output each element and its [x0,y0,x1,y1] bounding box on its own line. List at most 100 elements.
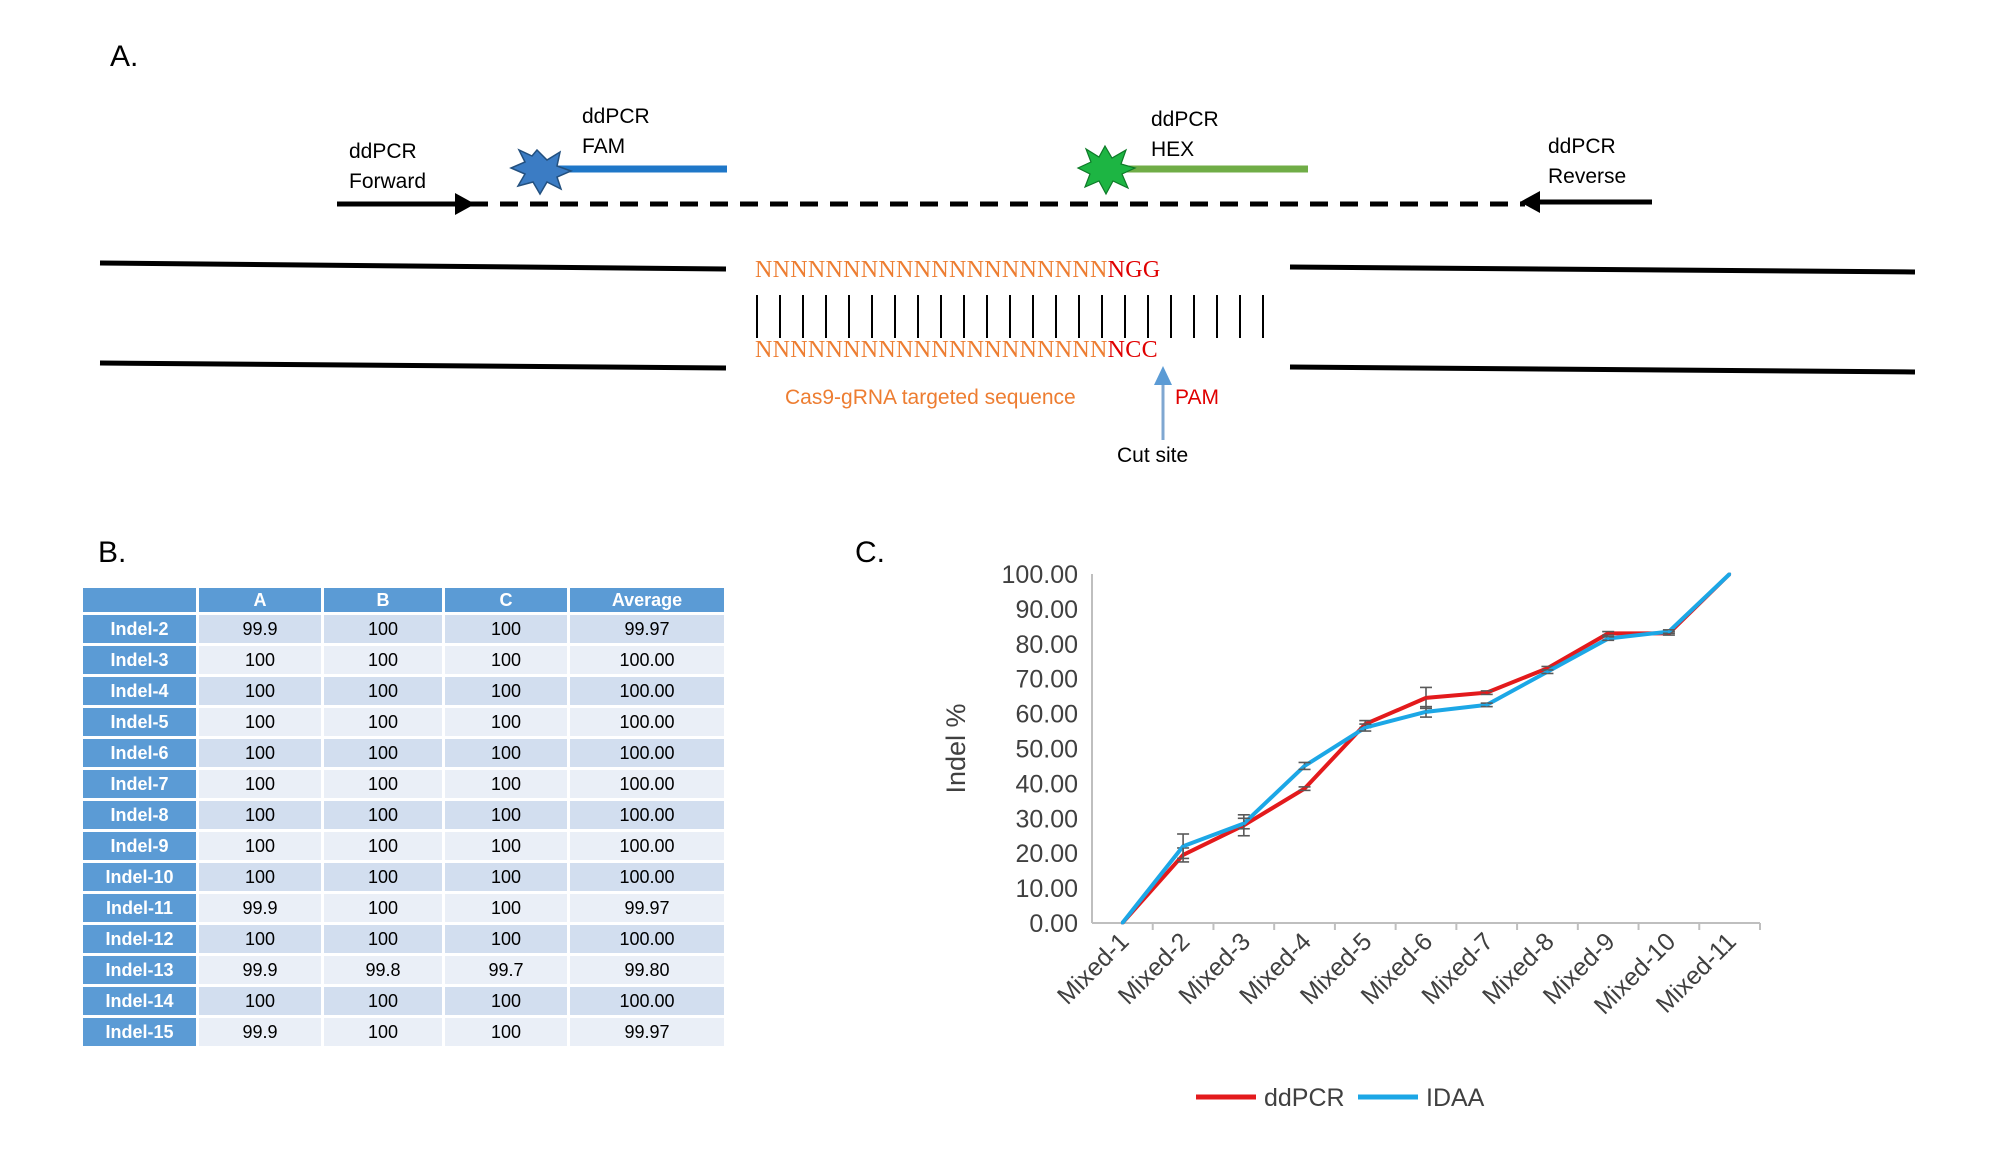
bottom-strand-pam: NCC [1107,337,1158,363]
table-cell: 100 [199,801,321,829]
data-point [1728,572,1732,576]
table-cell: 100 [324,832,442,860]
hex-fluorophore-icon [1076,144,1137,196]
data-point [1303,787,1307,791]
row-label: Indel-3 [83,646,196,674]
panel-label-b: B. [98,536,127,569]
table-cell: 99.9 [199,1018,321,1046]
table-cell: 100 [324,677,442,705]
forward-arrowhead [455,193,475,215]
table-cell: 99.9 [199,615,321,643]
row-label: Indel-8 [83,801,196,829]
table-cell: 100 [445,863,567,891]
table-cell: 100.00 [570,677,724,705]
table-cell: 99.97 [570,1018,724,1046]
table-cell: 100 [324,770,442,798]
data-point [1363,726,1367,730]
data-point [1120,921,1124,925]
y-tick-label: 0.00 [1029,910,1078,938]
dna-bottom-strand-right [1289,364,1916,375]
y-tick-label: 40.00 [1015,770,1078,798]
row-label: Indel-11 [83,894,196,922]
table-row: Indel-13 99.9 99.8 99.7 99.80 [83,956,724,984]
series-line-ddpcr [1120,572,1732,925]
y-tick-label: 60.00 [1015,701,1078,729]
table-cell: 99.9 [199,894,321,922]
table-cell: 100.00 [570,925,724,953]
table-cell: 100 [445,894,567,922]
table-cell: 100 [199,646,321,674]
data-point [1424,696,1428,700]
table-header-cell: A [199,588,321,612]
table-cell: 100.00 [570,708,724,736]
table-cell: 99.97 [570,894,724,922]
row-label: Indel-13 [83,956,196,984]
table-row: Indel-11 99.9 100 100 99.97 [83,894,724,922]
panel-label-a: A. [110,40,139,73]
table-row: Indel-10 100 100 100 100.00 [83,863,724,891]
row-label: Indel-4 [83,677,196,705]
panel-label-c: C. [855,536,885,569]
data-point [1424,710,1428,714]
table-cell: 99.8 [324,956,442,984]
table-cell: 100 [199,863,321,891]
table-cell: 100 [324,925,442,953]
table-cell: 100 [324,801,442,829]
table-row: Indel-4 100 100 100 100.00 [83,677,724,705]
table-row: Indel-12 100 100 100 100.00 [83,925,724,953]
data-point [1242,822,1246,826]
pam-label: PAM [1175,386,1219,409]
y-tick-label: 100.00 [1002,561,1078,589]
table-row: Indel-8 100 100 100 100.00 [83,801,724,829]
table-row: Indel-5 100 100 100 100.00 [83,708,724,736]
dna-top-strand-right [1289,264,1916,275]
table-cell: 100.00 [570,646,724,674]
table-cell: 100.00 [570,832,724,860]
table-header-row: A B C Average [83,588,724,612]
data-point [1485,691,1489,695]
row-label: Indel-2 [83,615,196,643]
row-label: Indel-14 [83,987,196,1015]
top-strand-sequence: NNNNNNNNNNNNNNNNNNNNNGG [755,257,1161,283]
table-cell: 100 [199,832,321,860]
table-row: Indel-14 100 100 100 100.00 [83,987,724,1015]
row-label: Indel-7 [83,770,196,798]
table-cell: 100 [324,1018,442,1046]
cut-site-label: Cut site [1117,444,1189,467]
data-point [1303,764,1307,768]
table-header-cell: B [324,588,442,612]
data-point [1606,637,1610,641]
row-label: Indel-5 [83,708,196,736]
legend-label: ddPCR [1264,1084,1345,1112]
table-cell: 100 [445,987,567,1015]
reverse-primer-label: ddPCR Reverse [1548,135,1627,188]
y-tick-label: 90.00 [1015,596,1078,624]
reverse-arrowhead [1520,191,1540,213]
table-cell: 100 [199,677,321,705]
table-cell: 100 [324,739,442,767]
table-row: Indel-6 100 100 100 100.00 [83,739,724,767]
series-line-idaa [1120,572,1732,925]
dna-bottom-strand-left [99,360,727,371]
y-tick-label: 20.00 [1015,840,1078,868]
table-row: Indel-2 99.9 100 100 99.97 [83,615,724,643]
table-cell: 100 [445,677,567,705]
y-tick-label: 50.00 [1015,736,1078,764]
dna-top-strand-left [99,260,727,272]
y-tick-label: 80.00 [1015,631,1078,659]
table-cell: 100 [445,770,567,798]
data-point [1181,844,1185,848]
table-cell: 99.7 [445,956,567,984]
row-label: Indel-15 [83,1018,196,1046]
table-cell: 100 [445,1018,567,1046]
hex-probe-label: ddPCR HEX [1151,108,1219,161]
table-cell: 100 [445,615,567,643]
table-cell: 100.00 [570,770,724,798]
table-cell: 100 [445,832,567,860]
table-cell: 100.00 [570,801,724,829]
row-label: Indel-10 [83,863,196,891]
table-cell: 99.9 [199,956,321,984]
table-cell: 100 [199,770,321,798]
table-cell: 99.80 [570,956,724,984]
table-cell: 100 [324,708,442,736]
